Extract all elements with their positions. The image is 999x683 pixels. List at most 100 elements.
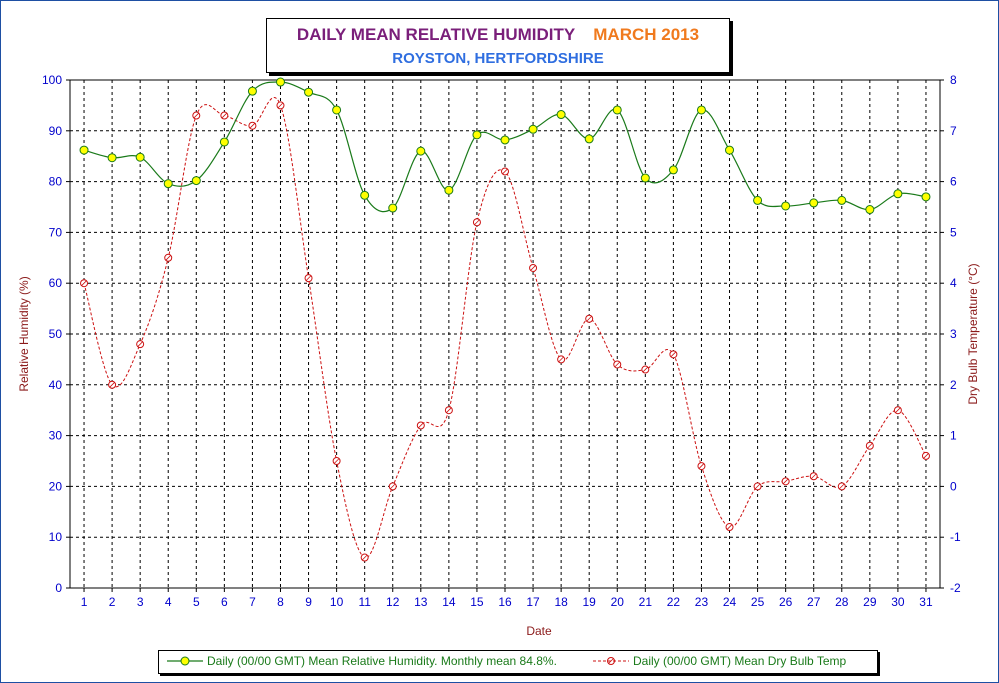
x-tick-label: 17 (526, 595, 540, 609)
x-tick-label: 4 (165, 595, 172, 609)
temperature-point-mark (249, 122, 256, 129)
x-tick-label: 9 (305, 595, 312, 609)
x-tick-label: 13 (414, 595, 428, 609)
temperature-point-mark (418, 422, 424, 429)
x-axis-label: Date (526, 624, 552, 638)
humidity-point (219, 137, 229, 147)
temperature-point-mark (698, 463, 705, 469)
temperature-point-mark (137, 341, 143, 347)
humidity-point (612, 105, 622, 115)
y-left-tick-label: 20 (49, 479, 63, 493)
y-left-tick-label: 30 (49, 429, 63, 443)
humidity-point (79, 145, 89, 155)
temperature-point-mark (389, 483, 396, 490)
x-tick-label: 6 (221, 595, 228, 609)
x-tick-label: 22 (667, 595, 681, 609)
temperature-point-mark (726, 524, 733, 530)
temperature-point-mark (810, 473, 817, 480)
temperature-point-mark (165, 255, 172, 261)
temperature-point-mark (193, 112, 200, 119)
chart-title-box: DAILY MEAN RELATIVE HUMIDITY MARCH 2013 R… (266, 18, 730, 73)
y-left-tick-label: 60 (49, 276, 63, 290)
chart-legend: Daily (00/00 GMT) Mean Relative Humidity… (158, 650, 878, 674)
chart-title-month: MARCH 2013 (593, 25, 700, 44)
temperature-point-mark (782, 478, 789, 485)
y-left-tick-label: 50 (49, 327, 63, 341)
temperature-point-mark (558, 356, 564, 363)
humidity-point (781, 201, 791, 211)
humidity-point (247, 86, 257, 96)
x-tick-label: 8 (277, 595, 284, 609)
x-tick-label: 20 (611, 595, 625, 609)
x-tick-label: 21 (639, 595, 653, 609)
x-tick-label: 10 (330, 595, 344, 609)
temperature-point-mark (81, 280, 87, 286)
temperature-point-mark (277, 102, 284, 109)
humidity-point (837, 195, 847, 205)
x-tick-label: 24 (723, 595, 737, 609)
humidity-point (584, 134, 594, 144)
humidity-point (893, 189, 903, 199)
y-right-tick-label: 1 (950, 429, 957, 443)
humidity-point (444, 185, 454, 195)
y-right-tick-label: 6 (950, 175, 957, 189)
temperature-point-mark (109, 382, 115, 388)
x-tick-label: 3 (137, 595, 144, 609)
x-tick-label: 18 (554, 595, 568, 609)
y-right-tick-label: 5 (950, 225, 957, 239)
temperature-point-mark (333, 458, 340, 464)
y-right-tick-label: 4 (950, 276, 957, 290)
legend-temp-swatch (593, 657, 629, 665)
temperature-point-mark (895, 407, 901, 413)
temperature-point-mark (446, 407, 452, 413)
humidity-point (416, 146, 426, 156)
y-right-tick-label: -2 (950, 581, 961, 595)
humidity-point (865, 205, 875, 215)
x-tick-label: 2 (109, 595, 116, 609)
x-tick-label: 15 (470, 595, 484, 609)
humidity-point (107, 153, 117, 163)
temperature-point-mark (502, 168, 508, 175)
y-right-axis-label: Dry Bulb Temperature (°C) (966, 263, 980, 404)
x-tick-label: 7 (249, 595, 256, 609)
y-right-tick-label: -1 (950, 530, 961, 544)
legend-humidity-label: Daily (00/00 GMT) Mean Relative Humidity… (207, 654, 557, 668)
y-right-tick-label: 2 (950, 378, 957, 392)
humidity-point (304, 87, 314, 97)
y-left-tick-label: 10 (49, 530, 63, 544)
humidity-point (753, 195, 763, 205)
y-left-tick-label: 40 (49, 378, 63, 392)
x-tick-label: 5 (193, 595, 200, 609)
x-tick-label: 12 (386, 595, 400, 609)
y-right-tick-label: 3 (950, 327, 957, 341)
humidity-point (668, 165, 678, 175)
humidity-point (360, 190, 370, 200)
x-tick-label: 30 (891, 595, 905, 609)
humidity-point (725, 145, 735, 155)
humidity-point (640, 173, 650, 183)
humidity-point (472, 130, 482, 140)
humidity-point (191, 176, 201, 186)
y-right-tick-label: 7 (950, 124, 957, 138)
y-left-tick-label: 70 (49, 225, 63, 239)
y-left-tick-label: 80 (49, 175, 63, 189)
y-left-tick-label: 100 (42, 73, 62, 87)
temperature-point-mark (305, 275, 312, 281)
x-tick-label: 25 (751, 595, 765, 609)
temperature-point-mark (221, 112, 228, 119)
temperature-point-mark (754, 483, 761, 490)
x-tick-label: 27 (807, 595, 821, 609)
temperature-point-mark (474, 219, 480, 226)
humidity-point (921, 192, 931, 202)
humidity-point (275, 77, 285, 87)
chart-title-line: DAILY MEAN RELATIVE HUMIDITY MARCH 2013 (267, 25, 729, 45)
y-left-tick-label: 0 (55, 581, 62, 595)
y-left-axis-label: Relative Humidity (%) (17, 276, 31, 391)
x-tick-label: 28 (835, 595, 849, 609)
x-tick-label: 16 (498, 595, 512, 609)
x-tick-label: 23 (695, 595, 709, 609)
humidity-point (809, 198, 819, 208)
humidity-point (135, 152, 145, 162)
